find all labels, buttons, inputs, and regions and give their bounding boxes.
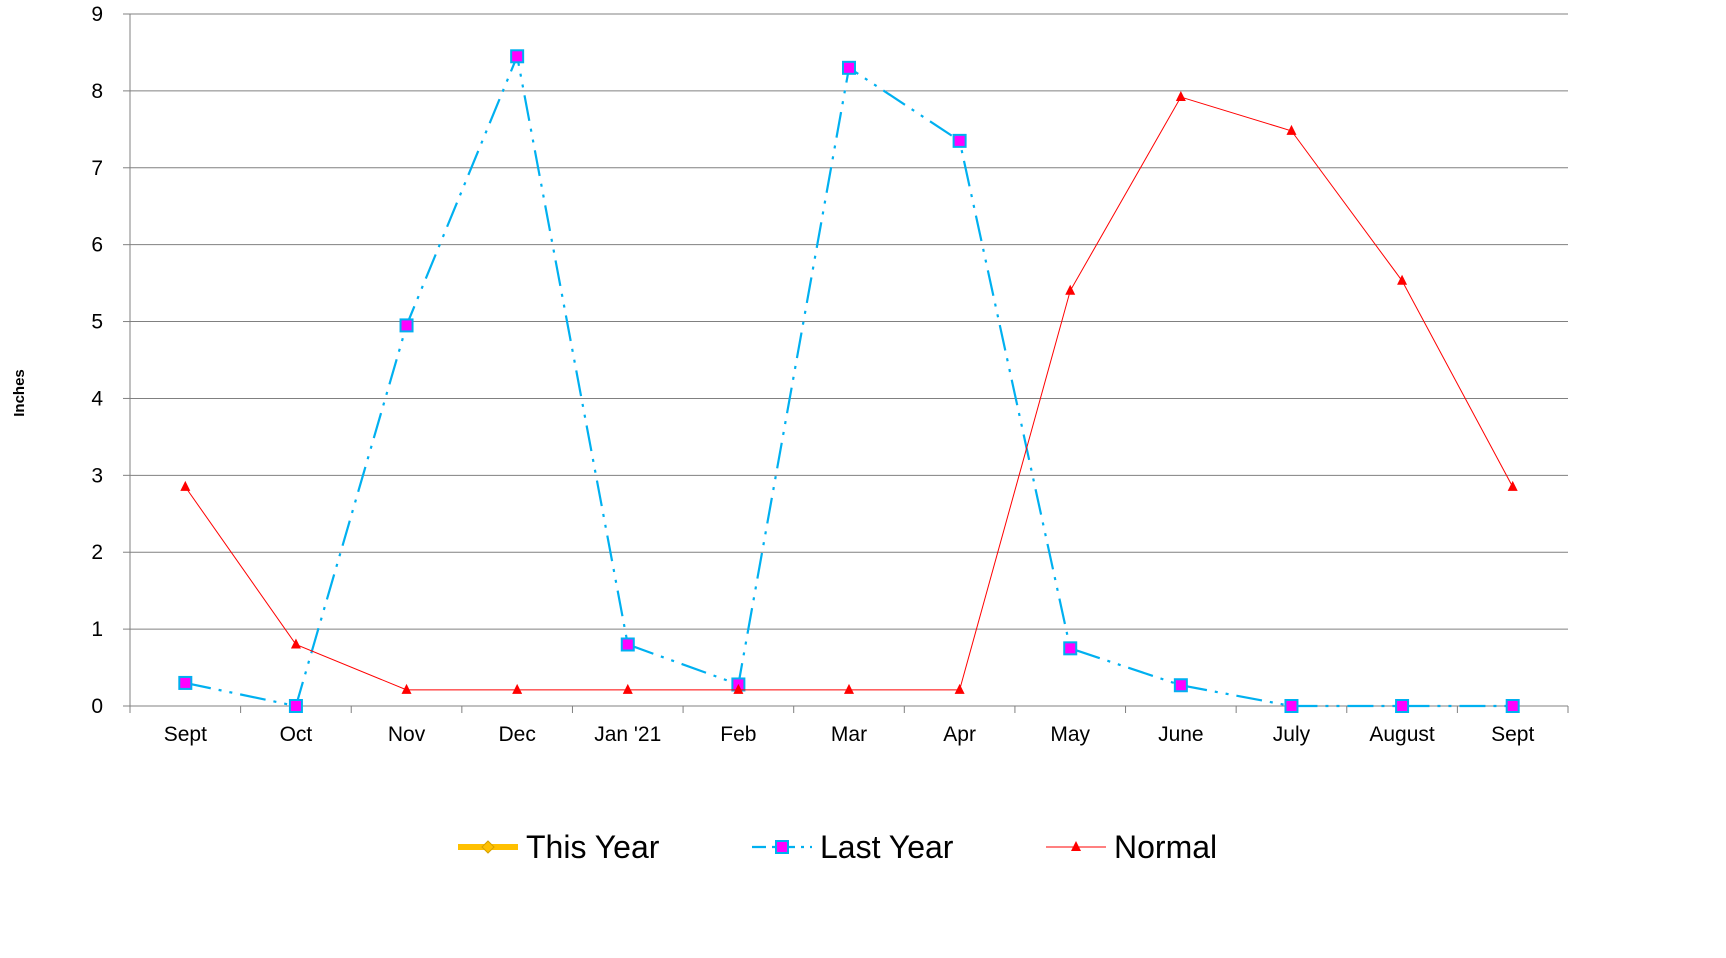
x-tick-label: Jan '21 xyxy=(594,723,661,746)
legend-item-this-year: This Year xyxy=(458,829,660,865)
x-tick-label: Nov xyxy=(388,723,426,746)
data-point-last-year xyxy=(510,49,525,64)
data-point-normal xyxy=(180,480,191,491)
x-tick-label: Mar xyxy=(831,723,867,746)
data-point-normal xyxy=(290,638,301,649)
legend-marker-normal xyxy=(1071,841,1081,851)
x-tick-label: Feb xyxy=(720,723,756,746)
legend-marker-last-year xyxy=(775,840,789,854)
data-point-normal xyxy=(1065,284,1076,295)
data-point-last-year xyxy=(178,675,193,690)
legend-label-this-year: This Year xyxy=(526,829,660,865)
x-tick-label: Sept xyxy=(164,723,207,746)
legend-label-normal: Normal xyxy=(1114,829,1217,865)
x-tick-label: May xyxy=(1050,723,1090,746)
data-point-last-year xyxy=(1173,678,1188,693)
x-tick-label: June xyxy=(1158,723,1204,746)
gridlines xyxy=(130,13,1568,630)
data-point-normal xyxy=(622,683,633,694)
y-axis-title: Inches xyxy=(11,369,28,417)
y-tick-label: 7 xyxy=(91,157,103,180)
x-tick-label: Sept xyxy=(1491,723,1534,746)
data-point-normal xyxy=(954,683,965,694)
y-tick-label: 6 xyxy=(91,234,103,257)
y-tick-label: 4 xyxy=(91,387,103,410)
y-tick-label: 0 xyxy=(91,695,103,718)
data-point-normal xyxy=(1286,124,1297,135)
x-tick-label: Apr xyxy=(943,723,976,746)
data-point-last-year xyxy=(288,699,303,713)
data-point-last-year xyxy=(1063,641,1078,656)
data-point-last-year xyxy=(399,318,414,333)
data-point-last-year xyxy=(1505,699,1520,713)
data-point-normal xyxy=(512,683,523,694)
legend-label-last-year: Last Year xyxy=(820,829,954,865)
data-point-last-year xyxy=(1395,699,1410,713)
data-point-last-year xyxy=(620,637,635,652)
x-tick-label: Oct xyxy=(280,723,313,746)
legend-item-last-year: Last Year xyxy=(752,829,954,865)
y-tick-label: 1 xyxy=(91,618,103,641)
y-tick-label: 8 xyxy=(91,80,103,103)
legend: This Year Last Year Normal xyxy=(458,829,1217,865)
legend-marker-this-year xyxy=(481,840,495,854)
legend-item-normal: Normal xyxy=(1046,829,1217,865)
y-tick-label: 3 xyxy=(91,464,103,487)
y-tick-label: 5 xyxy=(91,311,103,334)
y-tick-label: 9 xyxy=(91,3,103,26)
y-tick-label: 2 xyxy=(91,541,103,564)
series-lines xyxy=(178,49,1520,713)
data-point-normal xyxy=(1175,91,1186,102)
data-point-normal xyxy=(1507,480,1518,491)
data-point-normal xyxy=(844,683,854,694)
data-point-last-year xyxy=(1284,699,1299,713)
x-tick-label: August xyxy=(1369,723,1435,746)
data-point-normal xyxy=(733,683,744,694)
x-tick-label: Dec xyxy=(498,723,535,746)
data-point-normal xyxy=(401,683,412,694)
x-tick-label: July xyxy=(1273,723,1311,746)
tick-labels: 0 1 2 3 4 5 6 7 8 9 Sept Oct Nov Dec Jan '21 Feb Mar Apr M… xyxy=(91,3,1534,746)
data-point-normal xyxy=(1397,274,1408,285)
data-point-last-year xyxy=(952,133,967,148)
data-point-last-year xyxy=(842,60,856,75)
